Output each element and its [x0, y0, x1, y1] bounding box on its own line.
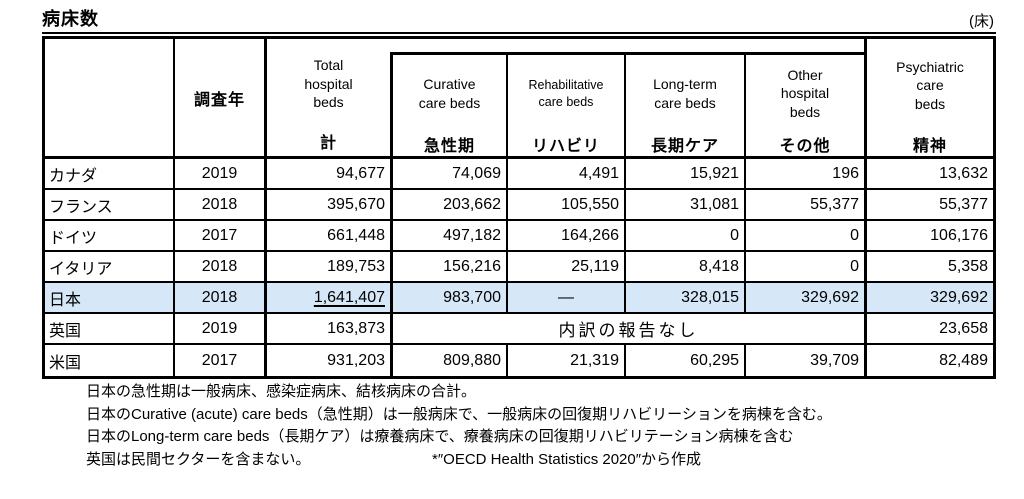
col-header-curative-en: Curative care beds	[418, 76, 481, 111]
col-header-year: 調査年	[175, 39, 267, 156]
col-header-other: Other hospital beds その他	[746, 55, 864, 159]
table-header-row: 調査年 Total hospital beds 計 Curative care …	[45, 39, 993, 159]
longterm-cell: 15,921	[626, 159, 746, 188]
longterm-cell: 31,081	[626, 190, 746, 219]
table-body: カナダ 2019 94,677 74,069 4,491 15,921 196 13,632 フ…	[45, 159, 993, 376]
col-header-other-ja: その他	[779, 138, 831, 155]
country-cell: 日本	[45, 283, 175, 312]
year-cell: 2019	[175, 314, 267, 343]
curative-cell: 497,182	[390, 221, 508, 250]
other-cell: 0	[850, 257, 859, 275]
year-cell: 2018	[175, 283, 267, 312]
col-header-other-en: Other hospital beds	[780, 66, 830, 120]
curative-cell: 983,700	[390, 283, 508, 312]
psychiatric-cell: 13,632	[864, 159, 993, 188]
title-row: 病床数 (床)	[42, 6, 996, 34]
longterm-cell: 8,418	[626, 252, 746, 281]
hospital-beds-table: 調査年 Total hospital beds 計 Curative care …	[42, 36, 996, 379]
year-cell: 2019	[175, 159, 267, 188]
col-header-psychiatric-ja: 精神	[912, 138, 947, 155]
year-cell: 2018	[175, 252, 267, 281]
country-cell: 英国	[45, 314, 175, 343]
longterm-cell: 60,295	[626, 345, 746, 376]
country-cell: フランス	[45, 190, 175, 219]
no-breakdown-cell: 内訳の報告なし	[390, 314, 864, 343]
country-cell: 米国	[45, 345, 175, 376]
other-cell: 0	[850, 226, 859, 244]
col-header-total-en: Total hospital beds	[304, 57, 353, 111]
total-beds-cell: 94,677	[336, 164, 385, 182]
curative-cell: 203,662	[390, 190, 508, 219]
longterm-cell: 328,015	[626, 283, 746, 312]
col-header-longterm: Long-term care beds 長期ケア	[626, 55, 746, 159]
curative-cell: 156,216	[390, 252, 508, 281]
country-cell: ドイツ	[45, 221, 175, 250]
page-title: 病床数	[42, 9, 99, 29]
total-beds-cell: 395,670	[327, 195, 385, 213]
note-line-3: 日本のLong-term care beds（長期ケア）は療養病床で、療養病床の…	[86, 428, 794, 445]
footnotes: 日本の急性期は一般病床、感染症病床、結核病床の合計。 日本のCurative (…	[86, 381, 996, 471]
table-row: フランス 2018 395,670 203,662 105,550 31,081 55,37…	[45, 190, 993, 221]
table-row: イタリア 2018 189,753 156,216 25,119 8,418 0 5,358	[45, 252, 993, 283]
col-header-psychiatric-en: Psychiatric care beds	[896, 58, 964, 112]
col-header-rehabilitative-en: Rehabilitative care beds	[528, 78, 604, 109]
col-header-longterm-en: Long-term care beds	[653, 76, 717, 111]
country-cell: カナダ	[45, 159, 175, 188]
col-header-total: Total hospital beds 計	[267, 39, 390, 156]
col-header-rehabilitative-ja: リハビリ	[531, 138, 600, 155]
longterm-cell: 0	[626, 221, 746, 250]
total-beds-cell: 661,448	[327, 226, 385, 244]
note-line-4-source: *″OECD Health Statistics 2020″から作成	[432, 450, 702, 468]
year-cell: 2017	[175, 345, 267, 376]
total-beds-cell: 163,873	[327, 319, 385, 337]
year-cell: 2018	[175, 190, 267, 219]
psychiatric-cell: 5,358	[864, 252, 993, 281]
note-line-2: 日本のCurative (acute) care beds（急性期）は一般病床で…	[86, 405, 832, 423]
total-beds-cell: 931,203	[327, 351, 385, 369]
col-header-total-ja: 計	[319, 135, 337, 152]
col-header-curative: Curative care beds 急性期	[393, 55, 508, 159]
rehabilitative-cell: 164,266	[508, 221, 626, 250]
psychiatric-cell: 82,489	[864, 345, 993, 376]
table-row: 英国 2019 163,873 内訳の報告なし 23,658	[45, 314, 993, 345]
total-beds-cell: 1,641,407	[313, 288, 385, 306]
curative-cell: 809,880	[390, 345, 508, 376]
psychiatric-cell: 55,377	[864, 190, 993, 219]
psychiatric-cell: 23,658	[864, 314, 993, 343]
curative-cell: 74,069	[390, 159, 508, 188]
col-header-rehabilitative: Rehabilitative care beds リハビリ	[508, 55, 626, 159]
other-cell: 196	[832, 164, 859, 182]
unit-label: (床)	[969, 13, 994, 30]
col-header-longterm-ja: 長期ケア	[650, 138, 719, 155]
col-header-curative-ja: 急性期	[423, 138, 475, 155]
rehabilitative-cell: 25,119	[508, 252, 626, 281]
rehabilitative-cell: 105,550	[508, 190, 626, 219]
note-line-4: 英国は民間セクターを含まない。 *″OECD Health Statistics …	[86, 449, 996, 472]
psychiatric-cell: 106,176	[864, 221, 993, 250]
col-header-country	[45, 39, 175, 156]
table-row: ドイツ 2017 661,448 497,182 164,266 0 0 106,176	[45, 221, 993, 252]
breakdown-header-group: Curative care beds 急性期 Rehabilitative ca…	[390, 52, 864, 159]
table-row: 米国 2017 931,203 809,880 21,319 60,295 39,709 82…	[45, 345, 993, 376]
table-row: 日本 2018 1,641,407 983,700—328,015 329,692 329…	[45, 283, 993, 314]
total-beds-cell: 189,753	[327, 257, 385, 275]
year-cell: 2017	[175, 221, 267, 250]
note-line-1: 日本の急性期は一般病床、感染症病床、結核病床の合計。	[86, 383, 477, 400]
note-line-4-left: 英国は民間セクターを含まない。	[86, 450, 311, 468]
col-header-year-label: 調査年	[193, 91, 245, 109]
col-header-psychiatric: Psychiatric care beds 精神	[864, 39, 993, 159]
country-cell: イタリア	[45, 252, 175, 281]
other-cell: 55,377	[810, 195, 859, 213]
rehabilitative-cell: 4,491	[508, 159, 626, 188]
table-row: カナダ 2019 94,677 74,069 4,491 15,921 196 13,632	[45, 159, 993, 190]
rehabilitative-cell: 21,319	[508, 345, 626, 376]
rehabilitative-cell: —	[508, 283, 626, 312]
other-cell: 39,709	[810, 351, 859, 369]
psychiatric-cell: 329,692	[864, 283, 993, 312]
other-cell: 329,692	[801, 288, 859, 306]
